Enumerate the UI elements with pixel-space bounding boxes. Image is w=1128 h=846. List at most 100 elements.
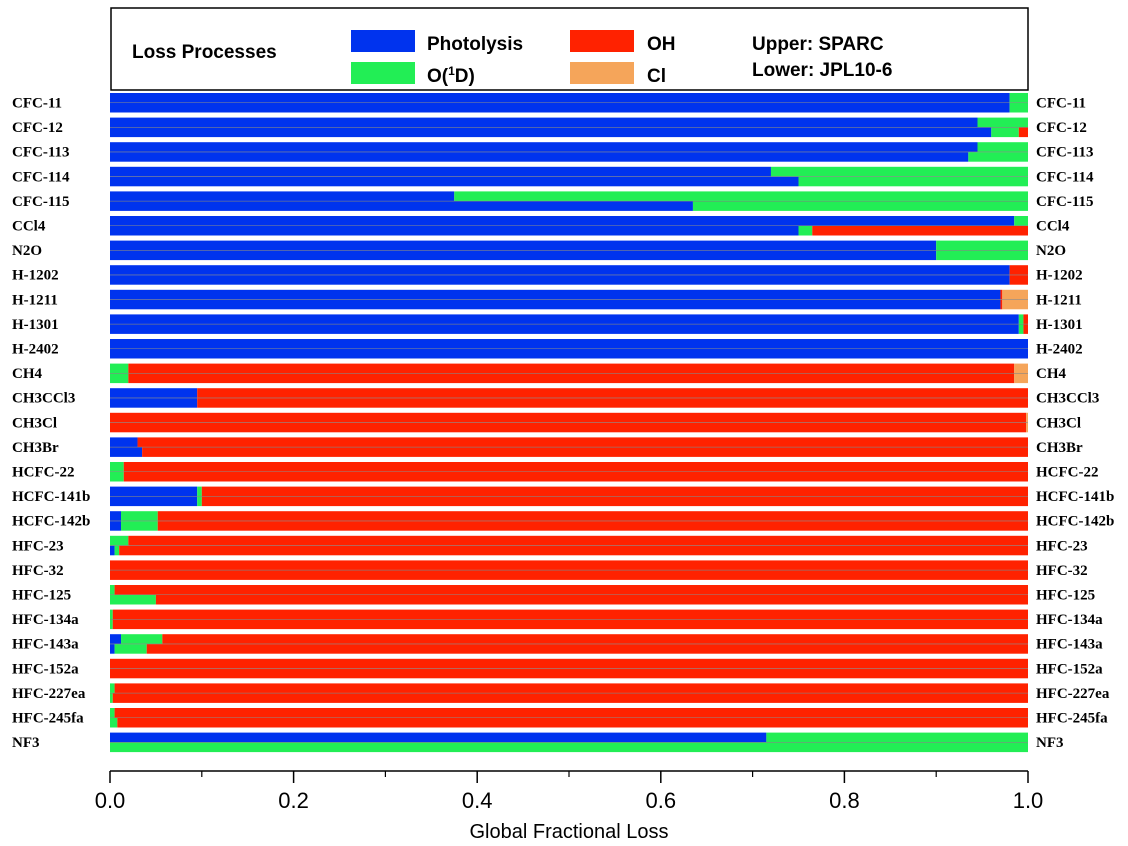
legend-box (110, 7, 1029, 91)
legend-label-o1d: O(1D) (427, 64, 475, 87)
bar-cfc-115-upper-o1d (454, 191, 1028, 201)
bar-ccl4-lower-o1d (798, 226, 813, 236)
legend-label-photolysis: Photolysis (427, 34, 523, 55)
bar-ch4-upper-o1d (110, 363, 129, 374)
bar-h-1211-lower-photolysis (110, 299, 1001, 310)
x-tick-label-0.8: 0.8 (829, 788, 860, 813)
bar-h-1301-upper-o1d (1018, 314, 1024, 324)
bar-hfc-134a-lower-oh (112, 619, 1028, 630)
category-label-left-hfc-227ea: HFC-227ea (12, 686, 86, 702)
bar-ch3ccl3-lower-photolysis (110, 398, 198, 408)
bar-ccl4-lower-oh (812, 226, 1028, 236)
category-label-right-hfc-245fa: HFC-245fa (1036, 711, 1108, 727)
bar-cfc-115-lower-o1d (692, 201, 1028, 211)
legend-note-upper: Upper: SPARC (752, 34, 884, 55)
legend-note-lower: Lower: JPL10-6 (752, 60, 892, 81)
category-label-left-ccl4: CCl4 (12, 219, 46, 235)
bar-h-2402-upper-photolysis (110, 339, 1028, 349)
bar-hfc-227ea-lower-o1d (110, 693, 113, 703)
category-label-left-hcfc-22: HCFC-22 (12, 465, 75, 481)
category-label-right-ch4: CH4 (1036, 366, 1067, 382)
bar-h-1202-upper-photolysis (110, 265, 1010, 275)
bar-hcfc-22-upper-o1d (110, 462, 124, 472)
category-label-right-hfc-23: HFC-23 (1036, 538, 1088, 554)
x-tick-label-1.0: 1.0 (1013, 788, 1044, 813)
bar-hfc-125-lower-oh (155, 595, 1028, 605)
bar-hfc-227ea-lower-oh (112, 693, 1028, 703)
bar-hcfc-141b-lower-photolysis (110, 496, 198, 507)
bar-hcfc-142b-upper-photolysis (110, 511, 122, 521)
bar-ch3cl-lower-cl (1026, 422, 1028, 433)
bar-hfc-125-upper-oh (114, 585, 1029, 595)
category-label-left-h-2402: H-2402 (12, 342, 59, 358)
bar-ch4-upper-cl (1014, 363, 1028, 374)
category-label-left-cfc-11: CFC-11 (12, 96, 62, 112)
bar-n2o-lower-o1d (936, 250, 1028, 261)
category-label-right-nf3: NF3 (1036, 735, 1064, 751)
bar-h-1211-upper-oh (1000, 289, 1003, 300)
bar-ch3ccl3-upper-oh (197, 388, 1028, 398)
bar-nf3-lower-o1d (110, 742, 1028, 753)
bar-hfc-32-upper-oh (110, 560, 1028, 570)
bar-hfc-245fa-lower-oh (117, 718, 1029, 728)
category-label-left-nf3: NF3 (12, 735, 40, 751)
bar-cfc-12-upper-photolysis (110, 117, 978, 128)
bar-h-1301-lower-photolysis (110, 324, 1019, 334)
bar-hfc-143a-lower-oh (146, 644, 1029, 654)
bar-hcfc-142b-upper-o1d (121, 511, 158, 521)
x-tick-label-0.2: 0.2 (278, 788, 309, 813)
category-label-left-cfc-114: CFC-114 (12, 169, 70, 185)
category-label-right-hfc-134a: HFC-134a (1036, 612, 1103, 628)
category-label-left-hfc-32: HFC-32 (12, 563, 64, 579)
bar-cfc-114-upper-photolysis (110, 166, 771, 177)
bar-cfc-113-upper-photolysis (110, 142, 978, 152)
bar-h-1301-lower-o1d (1018, 324, 1024, 334)
category-label-left-h-1202: H-1202 (12, 268, 59, 284)
bar-ccl4-upper-o1d (1014, 216, 1028, 226)
bar-h-1301-upper-photolysis (110, 314, 1019, 324)
category-label-right-h-2402: H-2402 (1036, 342, 1083, 358)
bar-n2o-lower-photolysis (110, 250, 937, 261)
bar-hfc-23-lower-oh (119, 545, 1029, 556)
bar-hfc-143a-upper-photolysis (110, 634, 122, 644)
bar-cfc-11-lower-photolysis (110, 103, 1010, 113)
legend-label-cl: Cl (647, 66, 666, 87)
bar-hfc-134a-upper-oh (112, 609, 1028, 620)
bar-h-2402-lower-photolysis (110, 349, 1028, 359)
bar-hfc-245fa-upper-o1d (110, 708, 115, 718)
category-label-left-hfc-143a: HFC-143a (12, 637, 79, 653)
bar-hfc-152a-upper-oh (110, 658, 1028, 669)
bar-cfc-12-lower-photolysis (110, 127, 992, 138)
legend-swatch-photolysis (351, 30, 415, 52)
bar-hfc-23-lower-o1d (114, 545, 120, 556)
bar-cfc-113-lower-o1d (968, 152, 1028, 162)
x-tick-label-0.6: 0.6 (646, 788, 677, 813)
bar-group (110, 93, 1029, 753)
category-label-left-hcfc-141b: HCFC-141b (12, 489, 90, 505)
category-label-right-hcfc-141b: HCFC-141b (1036, 489, 1114, 505)
x-tick-label-0.0: 0.0 (95, 788, 126, 813)
bar-h-1211-lower-cl (1002, 299, 1028, 310)
bar-cfc-113-upper-o1d (977, 142, 1028, 152)
bar-ch3br-upper-photolysis (110, 437, 138, 447)
category-label-left-hfc-245fa: HFC-245fa (12, 711, 84, 727)
bar-cfc-113-lower-photolysis (110, 152, 969, 162)
category-label-right-ch3cl: CH3Cl (1036, 415, 1081, 431)
bar-h-1202-upper-oh (1009, 265, 1028, 275)
legend-swatch-o1d (351, 62, 415, 84)
category-label-right-cfc-115: CFC-115 (1036, 194, 1094, 210)
bar-hcfc-142b-lower-oh (157, 521, 1029, 531)
bar-hfc-125-lower-o1d (110, 595, 156, 605)
bar-ch3ccl3-lower-oh (197, 398, 1028, 408)
bar-hfc-143a-upper-o1d (121, 634, 163, 644)
category-label-right-hcfc-22: HCFC-22 (1036, 465, 1099, 481)
bar-ch4-lower-o1d (110, 373, 129, 384)
bar-ch4-lower-oh (128, 373, 1015, 384)
bar-cfc-115-lower-photolysis (110, 201, 693, 211)
category-label-right-cfc-12: CFC-12 (1036, 120, 1087, 136)
bar-ch3cl-upper-cl (1026, 412, 1028, 423)
bar-cfc-114-upper-o1d (770, 166, 1028, 177)
category-label-right-cfc-11: CFC-11 (1036, 96, 1086, 112)
bar-cfc-12-lower-o1d (991, 127, 1019, 138)
category-label-left-hfc-152a: HFC-152a (12, 661, 79, 677)
